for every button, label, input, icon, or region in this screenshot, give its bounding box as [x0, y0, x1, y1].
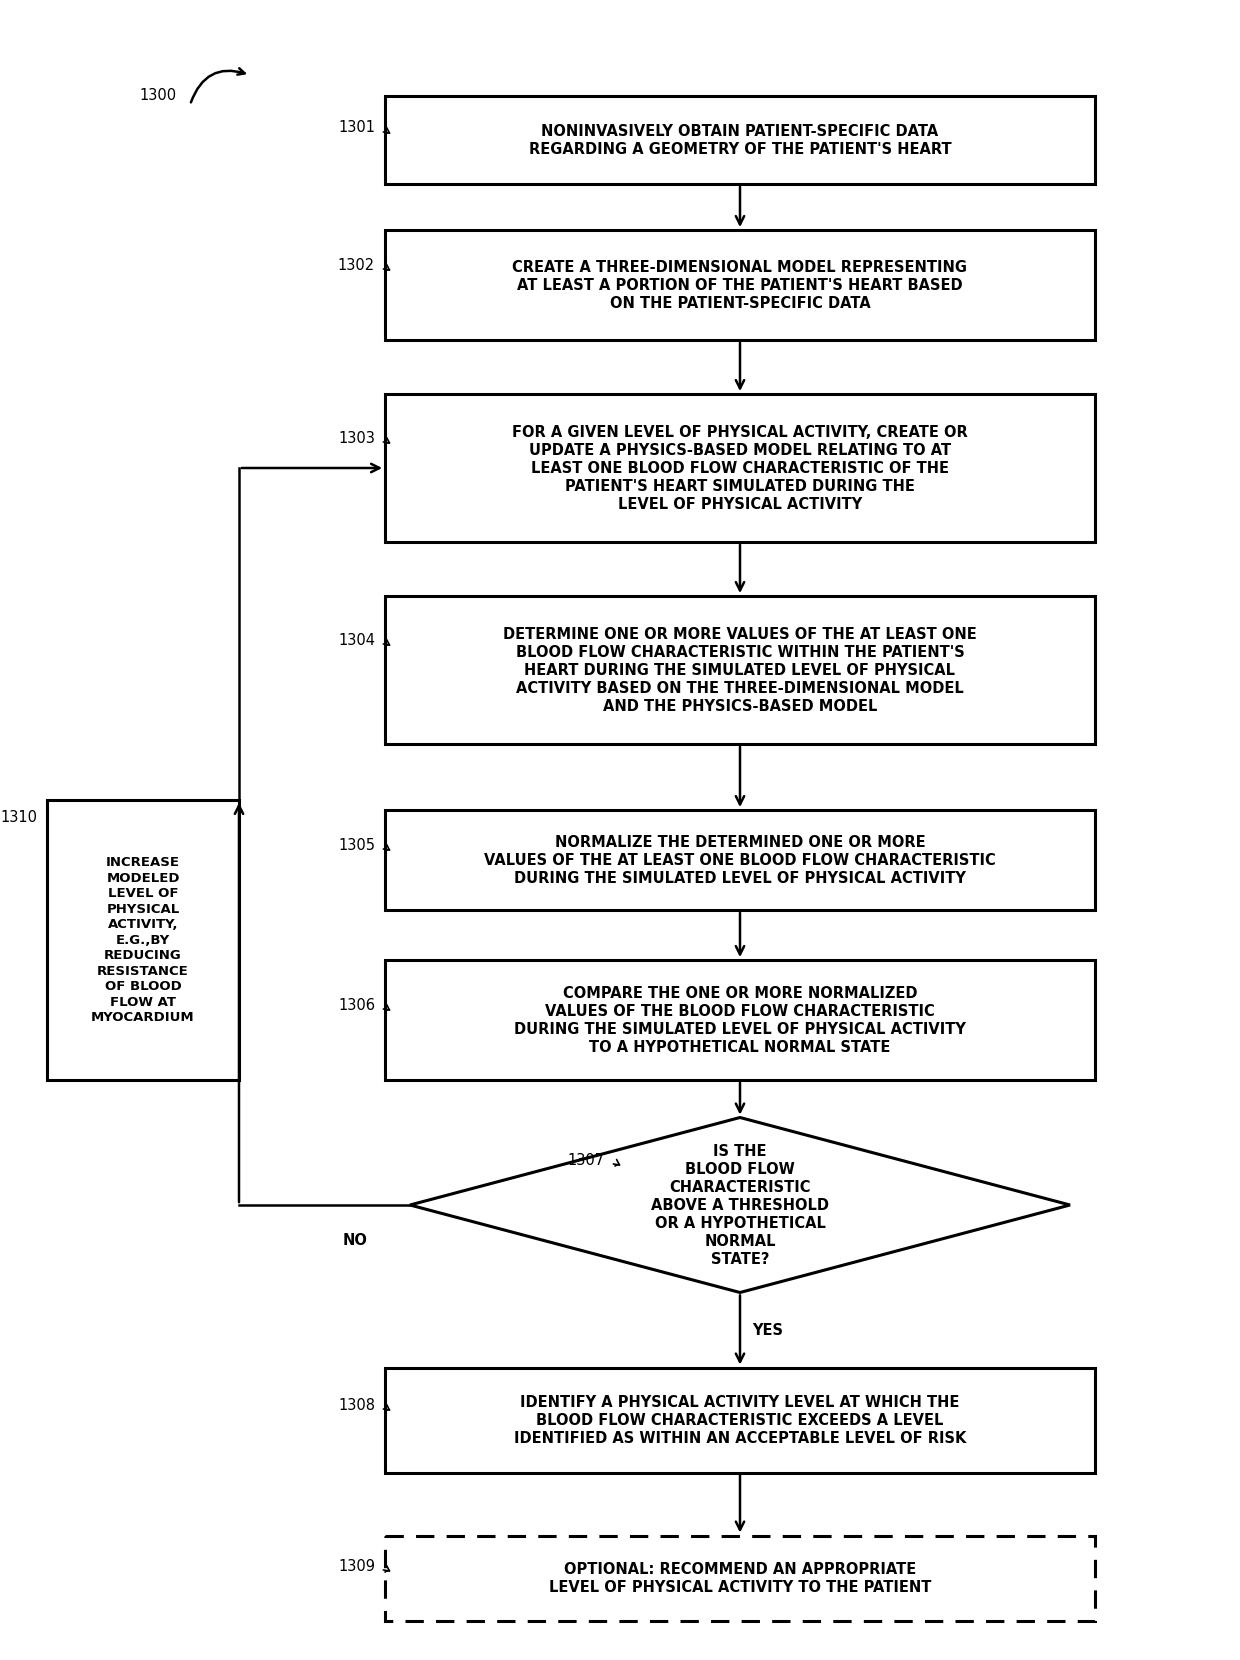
Bar	[384, 96, 1095, 184]
Text: 1303: 1303	[339, 430, 374, 445]
Bar	[384, 596, 1095, 744]
Text: NORMALIZE THE DETERMINED ONE OR MORE
VALUES OF THE AT LEAST ONE BLOOD FLOW CHARA: NORMALIZE THE DETERMINED ONE OR MORE VAL…	[484, 835, 996, 885]
Polygon shape	[410, 1117, 1070, 1293]
Text: INCREASE
MODELED
LEVEL OF
PHYSICAL
ACTIVITY,
E.G.,BY
REDUCING
RESISTANCE
OF BLOO: INCREASE MODELED LEVEL OF PHYSICAL ACTIV…	[92, 857, 195, 1024]
Text: 1307: 1307	[568, 1152, 605, 1167]
Text: NONINVASIVELY OBTAIN PATIENT-SPECIFIC DATA
REGARDING A GEOMETRY OF THE PATIENT'S: NONINVASIVELY OBTAIN PATIENT-SPECIFIC DA…	[528, 123, 951, 156]
Bar	[384, 959, 1095, 1081]
Text: YES: YES	[751, 1323, 782, 1338]
Text: OPTIONAL: RECOMMEND AN APPROPRIATE
LEVEL OF PHYSICAL ACTIVITY TO THE PATIENT: OPTIONAL: RECOMMEND AN APPROPRIATE LEVEL…	[549, 1562, 931, 1595]
Bar	[47, 800, 239, 1081]
Bar	[384, 393, 1095, 543]
Bar	[384, 1368, 1095, 1472]
Bar	[384, 1536, 1095, 1620]
Text: DETERMINE ONE OR MORE VALUES OF THE AT LEAST ONE
BLOOD FLOW CHARACTERISTIC WITHI: DETERMINE ONE OR MORE VALUES OF THE AT L…	[503, 626, 977, 714]
Text: COMPARE THE ONE OR MORE NORMALIZED
VALUES OF THE BLOOD FLOW CHARACTERISTIC
DURIN: COMPARE THE ONE OR MORE NORMALIZED VALUE…	[515, 986, 966, 1054]
Text: 1300: 1300	[140, 88, 177, 103]
Text: 1301: 1301	[339, 121, 374, 136]
Text: 1304: 1304	[339, 632, 374, 647]
Bar	[384, 810, 1095, 910]
Text: IS THE
BLOOD FLOW
CHARACTERISTIC
ABOVE A THRESHOLD
OR A HYPOTHETICAL
NORMAL
STAT: IS THE BLOOD FLOW CHARACTERISTIC ABOVE A…	[651, 1144, 830, 1267]
Text: IDENTIFY A PHYSICAL ACTIVITY LEVEL AT WHICH THE
BLOOD FLOW CHARACTERISTIC EXCEED: IDENTIFY A PHYSICAL ACTIVITY LEVEL AT WH…	[513, 1394, 966, 1446]
Text: NO: NO	[342, 1232, 367, 1248]
Text: 1302: 1302	[337, 257, 374, 272]
Text: 1309: 1309	[339, 1559, 374, 1574]
Text: CREATE A THREE-DIMENSIONAL MODEL REPRESENTING
AT LEAST A PORTION OF THE PATIENT': CREATE A THREE-DIMENSIONAL MODEL REPRESE…	[512, 259, 967, 310]
Text: 1305: 1305	[339, 838, 374, 853]
Text: 1310: 1310	[0, 810, 37, 825]
Text: 1306: 1306	[339, 998, 374, 1013]
Text: FOR A GIVEN LEVEL OF PHYSICAL ACTIVITY, CREATE OR
UPDATE A PHYSICS-BASED MODEL R: FOR A GIVEN LEVEL OF PHYSICAL ACTIVITY, …	[512, 425, 968, 511]
Bar	[384, 231, 1095, 340]
Text: 1308: 1308	[339, 1398, 374, 1413]
